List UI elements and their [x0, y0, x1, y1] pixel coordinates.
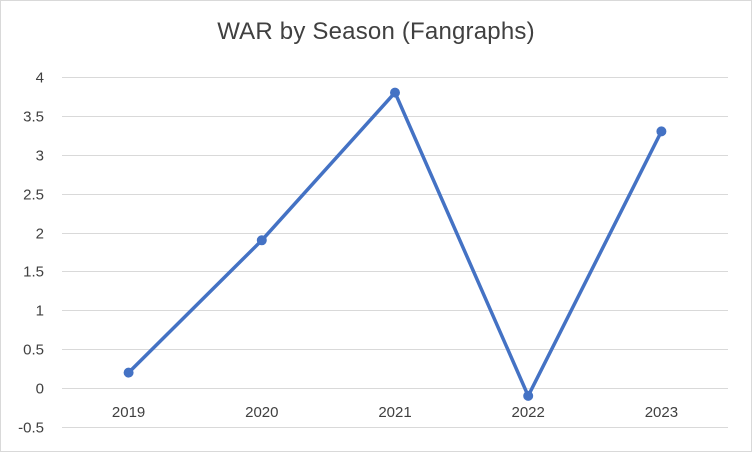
x-tick-label: 2023	[645, 404, 678, 421]
data-point	[656, 126, 667, 137]
y-tick-label: 1.5	[23, 264, 44, 281]
x-tick-label: 2019	[112, 404, 145, 421]
series-line	[126, 90, 664, 398]
data-point	[523, 390, 534, 401]
chart-title: WAR by Season (Fangraphs)	[217, 18, 535, 45]
x-tick-label: 2022	[512, 404, 545, 421]
y-tick-label: 3	[36, 148, 44, 165]
x-tick-label: 2021	[378, 404, 411, 421]
y-tick-label: 4	[36, 70, 44, 87]
y-tick-label: 0.5	[23, 342, 44, 359]
data-point	[390, 87, 400, 98]
x-axis-tick-labels: 2019 2020 2021 2022 2023	[112, 404, 678, 421]
y-tick-label: 0	[36, 381, 44, 398]
y-axis-tick-labels: -0.5 0 0.5 1 1.5 2 2.5 3 3.5 4	[18, 70, 44, 437]
y-tick-label: 1	[36, 303, 44, 320]
data-point	[123, 367, 134, 378]
data-point	[256, 235, 267, 246]
y-tick-label: 3.5	[23, 109, 44, 126]
x-tick-label: 2020	[245, 404, 278, 421]
y-tick-label: -0.5	[18, 420, 44, 437]
gridlines	[62, 77, 728, 428]
y-tick-label: 2.5	[23, 187, 44, 204]
series-layer	[123, 87, 667, 401]
y-tick-label: 2	[36, 226, 44, 243]
